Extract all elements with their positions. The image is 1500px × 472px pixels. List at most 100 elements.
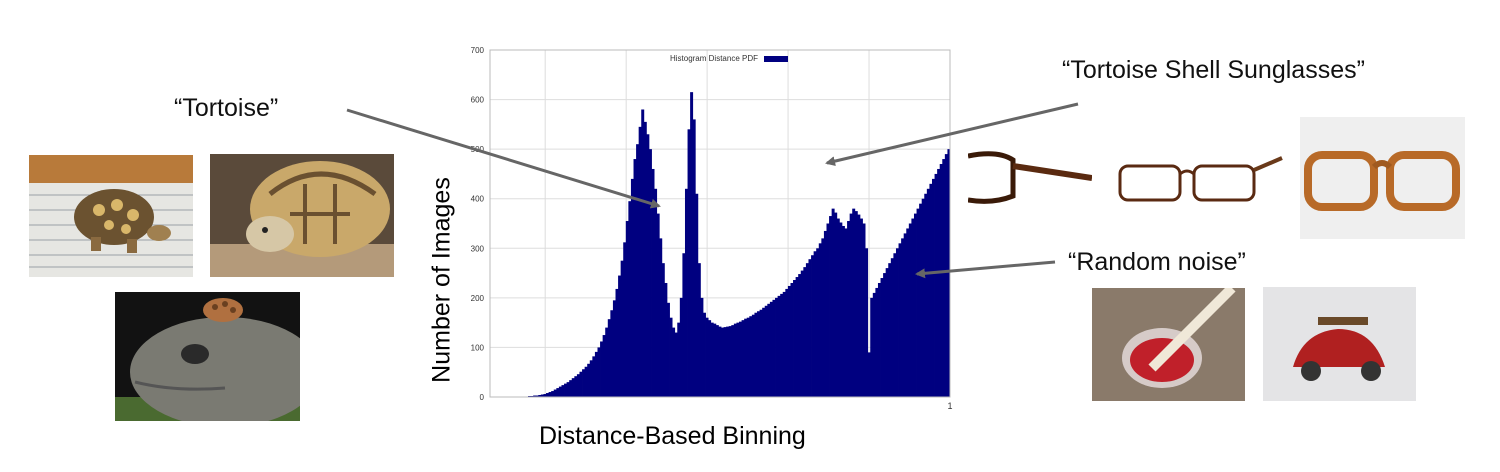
- y-tick-label: 0: [480, 393, 485, 402]
- tortoise-photo-3: [115, 292, 300, 421]
- histogram-bar: [625, 221, 629, 397]
- tortoise-arrow: [346, 108, 661, 209]
- histogram-bar: [579, 371, 583, 397]
- histogram-bar: [546, 393, 549, 397]
- histogram-bar: [867, 352, 871, 397]
- histogram-bar: [538, 395, 542, 397]
- histogram-bar: [556, 388, 560, 397]
- legend: Histogram Distance PDF: [670, 54, 788, 63]
- noise-label: “Random noise”: [1068, 248, 1246, 276]
- histogram-bar: [661, 263, 665, 397]
- histogram-bar: [744, 318, 748, 397]
- histogram-bar: [895, 248, 899, 397]
- histogram-bar: [908, 223, 912, 397]
- histogram-bar: [883, 273, 887, 397]
- histogram-bar: [903, 233, 907, 397]
- histogram-bar: [924, 193, 928, 397]
- histogram-bar: [669, 317, 673, 397]
- histogram-bar: [646, 134, 650, 397]
- histogram-bar: [749, 316, 753, 397]
- histogram-bar: [893, 253, 897, 397]
- histogram-bar: [664, 282, 668, 397]
- histogram-bar: [782, 291, 786, 397]
- histogram-bar: [857, 214, 861, 397]
- tortoise-photo-1: [29, 155, 193, 277]
- histogram-bar: [692, 119, 696, 398]
- histogram-bar: [823, 230, 827, 397]
- histogram-bar: [859, 218, 863, 397]
- histogram-bar: [808, 259, 812, 397]
- histogram-bar: [615, 288, 619, 397]
- histogram-bar: [829, 216, 833, 397]
- histogram-bar: [772, 299, 776, 397]
- histogram-bar: [813, 251, 817, 397]
- chart-bars: [517, 92, 951, 398]
- histogram-bar: [831, 208, 835, 397]
- histogram-bar: [728, 326, 732, 397]
- histogram-bar: [764, 305, 768, 397]
- histogram-bar: [553, 389, 557, 397]
- histogram-bar: [739, 321, 742, 397]
- histogram-bar: [942, 159, 946, 397]
- histogram-bar: [733, 323, 737, 397]
- histogram-bar: [777, 295, 781, 397]
- histogram-bar: [718, 326, 722, 397]
- histogram-bar: [852, 208, 856, 397]
- histogram-bar: [898, 243, 902, 397]
- histogram-bar: [803, 267, 807, 397]
- histogram-bar: [672, 327, 676, 397]
- x-axis-label: Distance-Based Binning: [539, 422, 806, 450]
- histogram-bar: [723, 327, 727, 397]
- histogram-bar: [612, 300, 616, 397]
- histogram-bar: [780, 293, 784, 397]
- histogram-bar: [607, 319, 611, 397]
- histogram-bar: [939, 164, 943, 397]
- histogram-bar: [916, 208, 920, 397]
- histogram-bar: [636, 144, 640, 397]
- histogram-bar: [677, 322, 681, 397]
- histogram-bar: [818, 243, 822, 397]
- histogram-bar: [659, 238, 663, 397]
- histogram-bar: [821, 238, 825, 397]
- legend-label: Histogram Distance PDF: [670, 54, 758, 63]
- histogram-bar: [726, 326, 730, 397]
- y-tick-label: 300: [471, 244, 485, 253]
- histogram-bar: [630, 178, 634, 397]
- legend-swatch: [764, 56, 788, 62]
- y-tick-label: 200: [471, 294, 485, 303]
- histogram-bar: [872, 292, 876, 397]
- y-tick-label: 400: [471, 195, 485, 204]
- plot-frame: [489, 49, 951, 398]
- histogram-bar: [929, 183, 933, 397]
- histogram-bar: [751, 314, 755, 397]
- histogram-bar: [589, 360, 593, 397]
- histogram-bar: [594, 351, 598, 397]
- histogram-bar: [862, 223, 866, 397]
- histogram-bar: [540, 394, 544, 397]
- histogram-bar: [618, 275, 622, 397]
- histogram-bar: [710, 322, 714, 397]
- histogram-bar: [687, 129, 691, 397]
- histogram-bar: [762, 307, 766, 397]
- histogram-bar: [654, 188, 658, 397]
- histogram-bar: [826, 223, 830, 397]
- histogram-bar: [600, 341, 604, 397]
- histogram-bar: [811, 255, 815, 397]
- histogram-bar: [684, 188, 688, 397]
- histogram-bar: [592, 356, 596, 397]
- histogram-bar: [787, 285, 791, 397]
- histogram-bar: [561, 385, 565, 397]
- histogram-bar: [746, 317, 750, 397]
- histogram-bar: [919, 203, 923, 397]
- histogram-bar: [582, 369, 586, 397]
- histogram-bar: [885, 268, 889, 397]
- histogram-bar: [569, 380, 573, 397]
- histogram-bar: [643, 121, 647, 397]
- noise-arrow: [915, 260, 1056, 279]
- histogram-bar: [757, 311, 760, 397]
- histogram-bar: [620, 260, 624, 397]
- tortoise-label: “Tortoise”: [174, 94, 279, 122]
- histogram-bar: [931, 178, 935, 397]
- histogram-bar: [633, 159, 637, 397]
- histogram-bar: [911, 218, 915, 397]
